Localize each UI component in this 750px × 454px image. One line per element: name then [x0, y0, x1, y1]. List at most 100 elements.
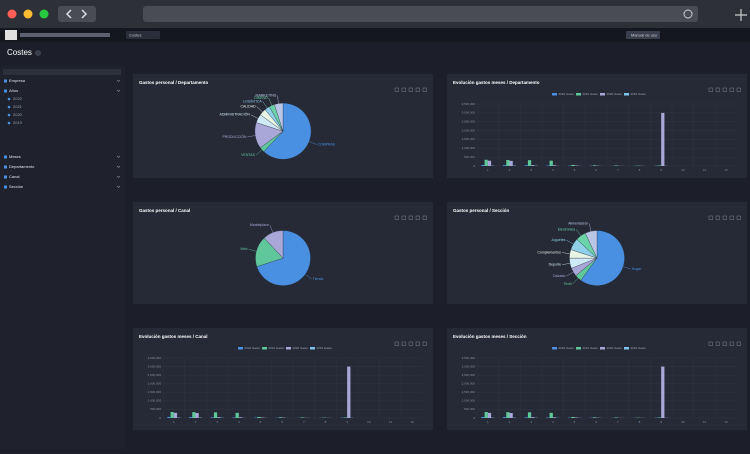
filter-label[interactable]: Empresa [9, 78, 26, 83]
bar [510, 161, 513, 166]
bar [553, 417, 556, 418]
y-tick-label: 500,000 [464, 407, 475, 411]
option-label[interactable]: 2022 [13, 96, 23, 101]
bar [546, 417, 549, 418]
legend-label: 2019 Gasto [317, 346, 333, 350]
x-tick-label: 10 [367, 420, 371, 424]
x-tick-label: 12 [724, 420, 728, 424]
panel-title: Gastos personal / Sección [453, 208, 510, 213]
legend-swatch [624, 93, 629, 96]
option-radio [8, 122, 11, 125]
bar [531, 165, 534, 166]
legend-swatch [262, 347, 267, 350]
bar [214, 412, 217, 418]
minimize-button[interactable] [24, 10, 33, 19]
slice-label: Alimentación [568, 221, 588, 225]
y-tick-label: 1,500,000 [462, 390, 476, 394]
legend-swatch [310, 347, 315, 350]
y-tick-label: 3,000,000 [462, 364, 476, 368]
maximize-button[interactable] [40, 10, 49, 19]
bar [236, 413, 239, 418]
panel [447, 328, 747, 430]
legend-label: 2021 Gasto [269, 346, 285, 350]
bar [167, 417, 170, 418]
y-tick-label: 500,000 [150, 407, 161, 411]
legend-swatch [552, 93, 557, 96]
bar [488, 161, 491, 166]
x-tick-label: 10 [681, 420, 685, 424]
slice-label: Juguetes [551, 238, 565, 242]
bar [593, 165, 596, 166]
bar [593, 417, 596, 418]
slice-label: Web [240, 247, 247, 251]
legend-swatch [624, 347, 629, 350]
bar [485, 160, 488, 166]
filter-label[interactable]: Sección [9, 184, 23, 189]
bar [615, 165, 618, 166]
close-button[interactable] [8, 10, 17, 19]
filter-label[interactable]: Canal [9, 174, 20, 179]
bar [615, 417, 618, 418]
legend-label: 2020 Gasto [293, 346, 309, 350]
filter-label[interactable]: Departamento [9, 164, 35, 169]
bar [575, 417, 578, 418]
legend-label: 2021 Gasto [583, 92, 599, 96]
bar [211, 417, 214, 418]
bar [239, 417, 242, 418]
panel [447, 74, 747, 178]
filter-bullet [4, 90, 7, 93]
bar [301, 417, 304, 418]
filter-bullet [4, 186, 7, 189]
slice-label: Tienda [313, 277, 324, 281]
option-label[interactable]: 2021 [13, 104, 23, 109]
y-tick-label: 2,500,000 [462, 373, 476, 377]
filter-label[interactable]: Años [9, 88, 18, 93]
bar [232, 417, 235, 418]
add-button[interactable] [35, 50, 41, 56]
x-tick-label: 12 [724, 168, 728, 172]
y-tick-label: 3,000,000 [148, 364, 162, 368]
x-tick-label: 11 [703, 420, 706, 424]
bar [257, 417, 260, 418]
option-label[interactable]: 2020 [13, 112, 23, 117]
y-tick-label: 1,500,000 [462, 137, 476, 141]
bar [571, 417, 574, 418]
option-radio [8, 114, 11, 117]
bar [488, 413, 491, 418]
x-tick-label: 10 [681, 168, 685, 172]
nav-buttons[interactable] [58, 6, 96, 22]
company-name [20, 33, 110, 37]
legend-swatch [286, 347, 291, 350]
legend-label: 2020 Gasto [607, 92, 623, 96]
legend-swatch [238, 347, 243, 350]
bar [531, 417, 534, 418]
filter-bullet [4, 156, 7, 159]
option-label[interactable]: 2019 [13, 120, 23, 125]
bar [344, 417, 347, 418]
filter-label[interactable]: Meses [9, 154, 21, 159]
y-tick-label: 3,500,000 [148, 356, 162, 360]
y-tick-label: 1,000,000 [462, 146, 476, 150]
panel-title: Gastos personal / Canal [139, 208, 190, 213]
legend-swatch [600, 93, 605, 96]
legend-swatch [576, 93, 581, 96]
bar [525, 417, 528, 418]
bar [546, 165, 549, 166]
y-tick-label: 1,000,000 [462, 399, 476, 403]
legend-label: 2019 Gasto [631, 92, 647, 96]
legend-label: 2020 Gasto [607, 346, 623, 350]
page-title: Costes [7, 48, 32, 57]
y-tick-label: 2,500,000 [462, 120, 476, 124]
legend-label: 2022 Gasto [559, 346, 575, 350]
manual-label[interactable]: Manual de uso [631, 33, 658, 38]
y-tick-label: 1,500,000 [148, 390, 162, 394]
address-bar[interactable] [143, 6, 698, 22]
filter-bullet [4, 166, 7, 169]
bar [506, 412, 509, 418]
menu-label[interactable]: Costes [129, 33, 141, 38]
bar [528, 160, 531, 166]
bar [279, 417, 282, 418]
filter-search [3, 69, 121, 75]
option-radio [8, 106, 11, 109]
